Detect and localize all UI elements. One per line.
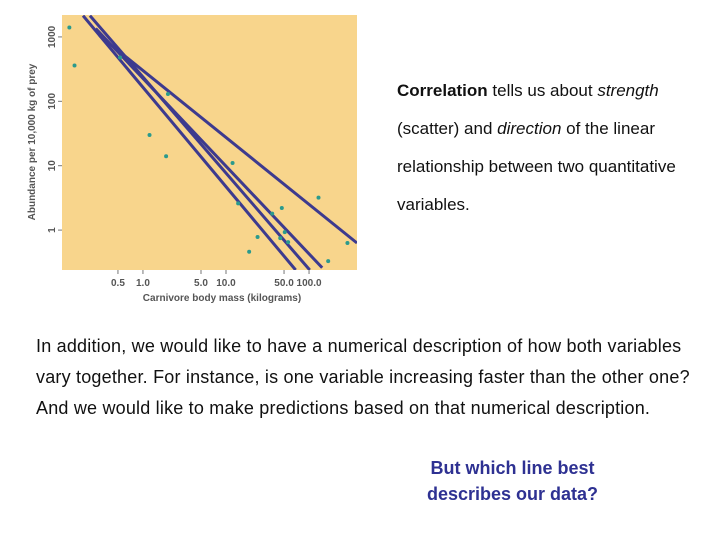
intro-run: Correlation xyxy=(397,81,488,100)
question-text: But which line best describes our data? xyxy=(426,458,599,504)
scatter-point xyxy=(270,211,275,216)
scatter-point xyxy=(255,235,260,240)
body-text: In addition, we would like to have a num… xyxy=(36,336,690,418)
intro-run: of the linear relationship between two q… xyxy=(397,119,676,214)
plot-background xyxy=(62,15,357,270)
scatter-point xyxy=(118,55,123,60)
intro-text: Correlation tells us about strength (sca… xyxy=(397,72,687,224)
x-tick-label: 50.0 xyxy=(274,278,294,289)
scatter-point xyxy=(279,206,284,211)
intro-run: tells us about xyxy=(487,81,598,100)
scatter-point xyxy=(247,249,252,254)
x-tick-label: 0.5 xyxy=(111,278,125,289)
scatter-point xyxy=(236,201,241,206)
fit-line xyxy=(98,34,357,245)
intro-run: direction xyxy=(497,119,562,138)
x-tick-label: 5.0 xyxy=(194,278,208,289)
scatter-point xyxy=(230,161,235,166)
scatter-point xyxy=(282,230,287,235)
scatter-point xyxy=(345,241,350,246)
scatter-point xyxy=(67,25,72,30)
y-tick-label: 100 xyxy=(47,93,58,110)
intro-run: (scatter) and xyxy=(397,119,498,138)
scatter-point xyxy=(147,132,152,137)
scatter-point xyxy=(165,91,170,96)
chart: Carnivore body mass (kilograms) Abundanc… xyxy=(27,15,357,304)
x-tick-label: 1.0 xyxy=(136,278,150,289)
scatter-point xyxy=(286,240,291,245)
x-tick-label: 10.0 xyxy=(216,278,236,289)
scatter-point xyxy=(164,154,169,159)
y-tick-label: 1 xyxy=(47,227,58,233)
scatter-point xyxy=(72,63,77,68)
y-tick-label: 10 xyxy=(47,160,58,172)
scatter-point xyxy=(278,236,283,241)
scatter-point xyxy=(316,195,321,200)
scatter-point xyxy=(326,259,331,264)
x-axis-label: Carnivore body mass (kilograms) xyxy=(143,293,301,304)
fit-line xyxy=(94,27,324,269)
y-tick-label: 1000 xyxy=(47,25,58,48)
y-axis-label: Abundance per 10,000 kg of prey xyxy=(27,63,38,220)
intro-run: strength xyxy=(597,81,659,100)
x-tick-label: 100.0 xyxy=(297,278,322,289)
